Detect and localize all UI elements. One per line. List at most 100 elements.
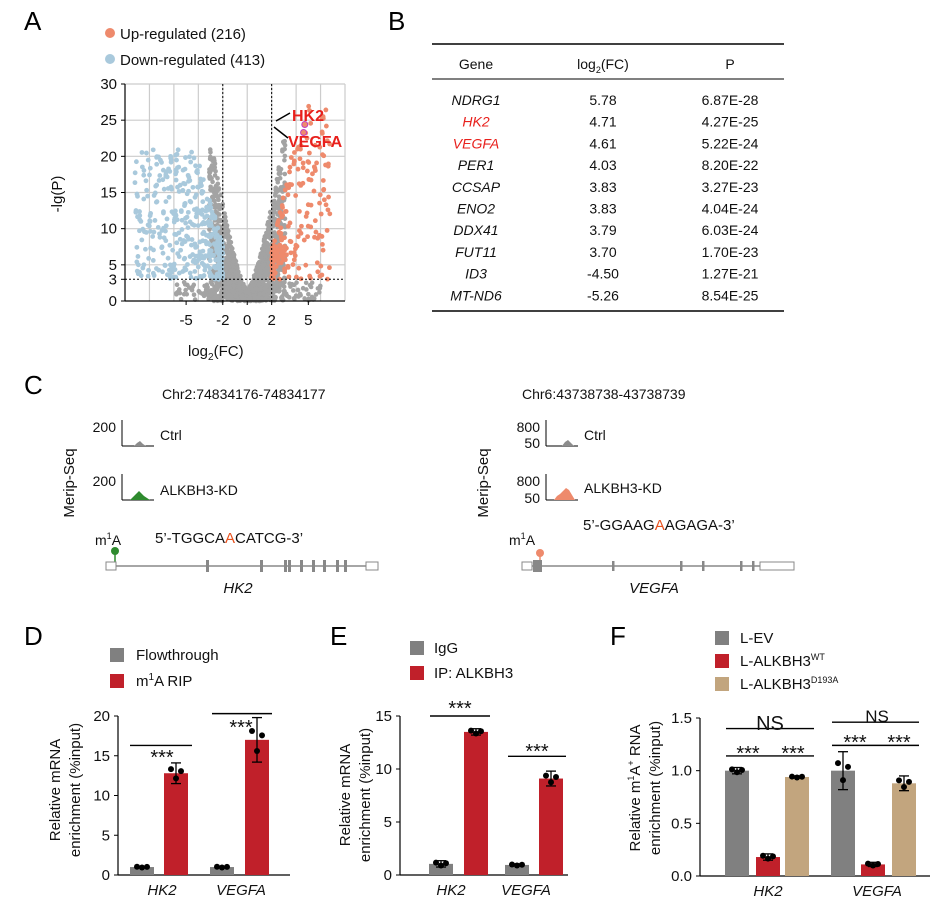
volcano-point-up xyxy=(304,135,310,141)
table-cell-fc: -4.50 xyxy=(587,266,619,282)
panel-e-sig-vegfa: *** xyxy=(525,741,549,763)
volcano-point-ns xyxy=(282,171,288,177)
volcano-point-down xyxy=(210,253,216,259)
table-cell-gene: CCSAP xyxy=(452,179,501,195)
merip-seq-ylabel-right: Merip-Seq xyxy=(475,448,492,517)
merip-seq-ylabel-left: Merip-Seq xyxy=(61,448,78,517)
volcano-point-up xyxy=(319,116,325,122)
panel-f-sig-hk2-ev-wt: *** xyxy=(736,743,760,765)
volcano-point-down xyxy=(186,188,191,194)
replicate-dot xyxy=(794,774,800,781)
x-category-label: HK2 xyxy=(753,883,783,900)
y-tick-label: 20 xyxy=(93,708,110,725)
volcano-point-ns xyxy=(274,176,280,182)
volcano-point-up xyxy=(320,241,325,247)
volcano-point-down xyxy=(139,164,145,170)
volcano-point-ns xyxy=(258,255,264,260)
legend-lev-swatch xyxy=(715,631,729,645)
volcano-point-down xyxy=(157,173,163,178)
table-row: HK2 4.71 4.27E-25 xyxy=(462,114,758,130)
volcano-point-down xyxy=(159,160,164,165)
volcano-point-down xyxy=(137,228,142,234)
volcano-point-ns xyxy=(228,240,234,245)
hk2-exon xyxy=(206,560,209,572)
volcano-point-down xyxy=(173,212,179,217)
panel-f-sig-hk2-wt-d193a: *** xyxy=(781,743,805,765)
vegfa-gene-model xyxy=(521,560,795,572)
volcano-point-down xyxy=(162,262,168,268)
volcano-point-down xyxy=(198,180,204,186)
volcano-point-ns xyxy=(211,296,217,301)
volcano-point-up xyxy=(324,228,330,233)
hk2-ctrl-label: Ctrl xyxy=(160,427,182,443)
volcano-point-down xyxy=(168,155,174,160)
volcano-point-down xyxy=(203,238,208,244)
volcano-point-down xyxy=(192,269,198,274)
replicate-dot xyxy=(896,777,902,784)
volcano-point-ns xyxy=(295,287,301,293)
volcano-point-up xyxy=(278,225,284,231)
volcano-point-ns xyxy=(272,294,278,300)
table-row: VEGFA 4.61 5.22E-24 xyxy=(453,135,759,151)
volcano-point-up xyxy=(282,247,288,253)
volcano-point-down xyxy=(159,228,165,233)
bar-hk2 xyxy=(130,867,154,875)
volcano-point-down xyxy=(155,225,161,230)
volcano-point-up xyxy=(282,187,288,193)
volcano-point-down xyxy=(217,267,223,273)
volcano-point-ns xyxy=(302,296,307,301)
volcano-point-down xyxy=(191,155,197,161)
volcano-point-up xyxy=(304,168,310,174)
hk2-exon xyxy=(260,560,263,572)
replicate-dot xyxy=(443,860,449,867)
volcano-point-up xyxy=(320,247,326,253)
volcano-point-ns xyxy=(208,154,213,160)
volcano-point-down xyxy=(178,208,184,214)
volcano-point-ns xyxy=(184,291,190,297)
volcano-point-down xyxy=(200,273,206,279)
volcano-point-ns xyxy=(208,184,213,190)
volcano-point-down xyxy=(185,225,191,230)
volcano-point-down xyxy=(146,267,151,273)
volcano-point-ns xyxy=(197,290,203,295)
volcano-point-down xyxy=(205,253,211,258)
hk2-exon xyxy=(288,560,291,572)
replicate-dot xyxy=(473,730,479,737)
volcano-point-down xyxy=(213,227,219,233)
volcano-point-up xyxy=(327,211,333,217)
volcano-point-up xyxy=(321,197,327,203)
replicate-dot xyxy=(739,767,745,774)
table-cell-gene: ENO2 xyxy=(457,201,495,217)
volcano-point-down xyxy=(219,239,225,245)
volcano-point-up xyxy=(280,212,286,218)
volcano-point-down xyxy=(193,214,199,220)
volcano-point-ns xyxy=(309,280,315,286)
volcano-point-ns xyxy=(278,185,284,190)
track-hk2: Chr2:74834176-74834177 Merip-Seq 200 Ctr… xyxy=(61,386,379,597)
hk2-kd-label: ALKBH3-KD xyxy=(160,482,238,498)
hk2-sequence: 5’-TGGCAACATCG-3’ xyxy=(155,530,303,547)
volcano-point-ns xyxy=(214,204,220,210)
replicate-dot xyxy=(789,773,795,780)
volcano-point-up xyxy=(292,150,297,155)
hk2-ctrl-peak xyxy=(134,441,146,446)
x-tick-label: -2 xyxy=(216,312,229,329)
volcano-point-ns xyxy=(261,277,266,282)
volcano-point-down xyxy=(151,273,157,278)
table-row: CCSAP 3.83 3.27E-23 xyxy=(452,179,759,195)
volcano-point-down xyxy=(150,147,156,153)
volcano-point-up xyxy=(303,262,309,268)
volcano-point-ns xyxy=(190,284,195,290)
volcano-point-down xyxy=(152,218,158,223)
volcano-point-ns xyxy=(276,206,281,211)
volcano-point-down xyxy=(176,230,182,236)
volcano-point-ns xyxy=(181,279,187,285)
volcano-point-up xyxy=(287,169,292,175)
volcano-point-ns xyxy=(209,163,215,168)
x-category-label: VEGFA xyxy=(852,883,902,900)
replicate-dot xyxy=(734,769,740,776)
table-cell-p: 4.04E-24 xyxy=(702,201,759,217)
volcano-point-up xyxy=(315,269,321,275)
volcano-point-ns xyxy=(280,297,285,303)
volcano-point-ns xyxy=(185,282,190,288)
